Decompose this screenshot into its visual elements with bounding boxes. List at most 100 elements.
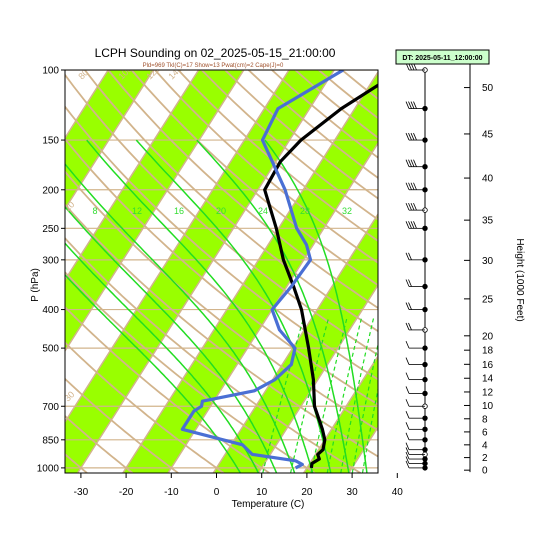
y-axis-label: P (hPa) (30, 268, 41, 302)
wind-barb-flag (405, 411, 410, 419)
x-axis-label: Temperature (C) (232, 499, 305, 510)
wind-barb-flag (410, 182, 415, 190)
dry-adiabat (65, 414, 134, 473)
moist-adiabat (264, 139, 368, 473)
height-ticks: 0 2 4 6 8 10 12 14 16 18 20 25 30 35 40 45 50 (464, 58, 494, 477)
y-tick-label: 700 (42, 402, 59, 413)
height-tick-label: 25 (482, 294, 494, 305)
mixing-ratio-label: 12 (132, 206, 142, 216)
y-tick-label: 1000 (37, 463, 60, 474)
height-axis-label: Height (1000 Feet) (514, 238, 525, 321)
dry-adiabat (130, 70, 378, 287)
wind-barb-flag (408, 322, 412, 331)
adiabat-label: 100 (116, 64, 134, 82)
wind-barb-flag (405, 202, 410, 211)
x-ticks: -30 -20 -10 0 10 20 30 40 (74, 473, 404, 498)
dry-adiabat (65, 236, 361, 473)
temp-band (65, 70, 335, 473)
chart-title: LCPH Sounding on 02_2025-05-15_21:00:00 (95, 46, 336, 60)
adiabat-label: 30 (62, 389, 76, 403)
isotherm (65, 70, 155, 211)
dt-label: DT: 2025-05-11_12:00:00 (402, 55, 482, 62)
height-tick-label: 14 (482, 374, 494, 385)
wind-barb-flag (405, 322, 410, 331)
wind-barb-flag (410, 101, 415, 109)
wind-barb-flag (405, 372, 410, 380)
mixing-ratio-label: 8 (92, 206, 97, 216)
y-tick-label: 400 (42, 305, 59, 316)
wind-barb-flag (413, 101, 417, 109)
height-tick-label: 45 (482, 129, 494, 140)
mixing-ratio-label: 16 (174, 206, 184, 216)
wind-barb-flag (408, 159, 412, 167)
wind-barb-flag (408, 252, 412, 261)
wind-barb-flag (405, 422, 410, 430)
wind-barb-flag (405, 182, 410, 190)
dewpoint-line (180, 70, 345, 470)
x-tick-label: 30 (347, 487, 359, 498)
height-tick-label: 50 (482, 83, 494, 94)
mixing-ratio-line (310, 317, 348, 473)
y-tick-label: 300 (42, 255, 59, 266)
moist-adiabat (65, 205, 278, 473)
x-tick-label: 0 (214, 487, 220, 498)
wind-barb-flag (408, 132, 412, 141)
wind-barb-flag (408, 221, 412, 229)
wind-barb-flag (405, 252, 410, 261)
height-tick-label: 20 (482, 331, 494, 342)
x-tick-label: 20 (301, 487, 313, 498)
wind-barb-flag (413, 132, 417, 141)
x-tick-label: 40 (392, 487, 404, 498)
dry-adiabat (65, 203, 378, 458)
mixing-ratio-label: 28 (300, 206, 310, 216)
mixing-ratio-label: 24 (258, 206, 268, 216)
sounding-series (180, 70, 378, 470)
mixing-ratio-label: 32 (342, 206, 352, 216)
dry-adiabat (65, 73, 378, 357)
isotherm (65, 70, 245, 353)
mixing-ratio-line (290, 317, 330, 473)
wind-barb-flag (410, 221, 415, 229)
wind-barb-flag (408, 101, 412, 109)
dry-adiabat (154, 70, 378, 264)
dry-adiabat (65, 271, 316, 473)
wind-barb-flag (413, 221, 417, 229)
x-tick-label: 10 (256, 487, 268, 498)
wind-barb-flag (405, 460, 410, 469)
y-tick-label: 100 (42, 66, 59, 77)
wind-barb-flag (413, 159, 417, 167)
dt-box: DT: 2025-05-11_12:00:00 (395, 49, 490, 65)
height-tick-label: 8 (482, 414, 488, 425)
height-tick-label: 35 (482, 216, 494, 227)
mixing-ratio-label: 20 (216, 206, 226, 216)
y-tick-label: 200 (42, 185, 59, 196)
x-tick-label: -10 (164, 487, 179, 498)
temperature-line (263, 83, 378, 469)
wind-barb-flag (408, 202, 412, 211)
height-tick-label: 12 (482, 387, 494, 398)
wind-barb-flag (405, 132, 410, 141)
wind-barb-flag (405, 159, 410, 167)
adiabat-label: 140 (166, 64, 184, 82)
wind-barb-flag (408, 182, 412, 190)
height-tick-label: 4 (482, 440, 488, 451)
wind-barb-flag (413, 202, 417, 211)
wind-barb-flag (408, 279, 412, 287)
y-tick-label: 150 (42, 136, 59, 147)
wind-barb-flag (405, 302, 410, 310)
x-tick-label: -20 (119, 487, 134, 498)
x-tick-label: -30 (74, 487, 89, 498)
height-tick-label: 30 (482, 256, 494, 267)
wind-barb-flag (405, 357, 410, 365)
wind-barb-flag (405, 451, 410, 460)
dry-adiabat (177, 70, 378, 242)
adiabat-label: 20 (62, 199, 76, 213)
isotherm (65, 70, 200, 282)
chart-subtitle: Pld=969 Tkl(C)=17 Show=13 Pwat(cm)=2 Cap… (143, 63, 284, 69)
wind-barb-flag (405, 221, 410, 229)
wind-barb-flag (410, 132, 415, 141)
wind-barb-flag (405, 432, 410, 440)
plot-frame (64, 69, 379, 474)
height-tick-label: 16 (482, 360, 494, 371)
